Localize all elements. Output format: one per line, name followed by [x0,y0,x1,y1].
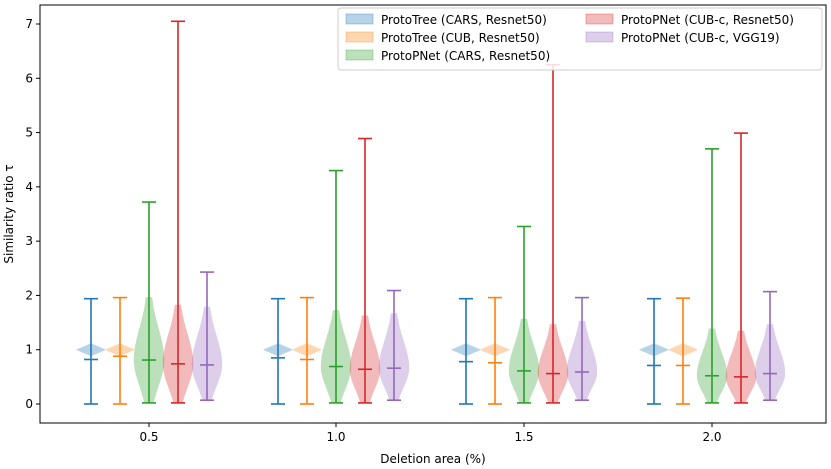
y-tick-label: 1 [25,343,33,357]
violin-1-1 [292,296,322,405]
violin-0-2 [451,297,481,405]
x-axis-label: Deletion area (%) [380,452,485,466]
legend-swatch [345,31,374,43]
violin-0-0 [76,297,106,405]
y-axis-label: Similarity ratio τ [2,164,16,263]
violin-3-0 [162,20,194,404]
x-tick-label: 2.0 [702,430,721,444]
legend-item[interactable]: ProtoPNet (CARS, Resnet50) [345,49,550,63]
plot-area [76,20,786,405]
violin-4-0 [191,271,223,402]
legend-frame [337,7,823,71]
violin-0-1 [263,297,293,405]
legend-label: ProtoPNet (CUB-c, Resnet50) [621,13,794,27]
x-tick-label: 1.5 [514,430,533,444]
legend-label: ProtoTree (CUB, Resnet50) [381,31,540,45]
y-tick-label: 6 [25,71,33,85]
violin-1-2 [480,296,510,405]
legend-label: ProtoPNet (CUB-c, VGG19) [621,31,780,45]
legend[interactable]: ProtoTree (CARS, Resnet50) ProtoTree (CUB… [337,7,823,71]
violin-0-3 [639,297,669,405]
violin-1-3 [668,297,698,405]
violin-1-0 [105,296,135,405]
violin-3-1 [349,137,381,404]
violin-3-2 [537,63,569,404]
violin-4-1 [378,289,410,402]
axes: 0 1 2 3 4 5 6 7 0.5 1.0 1.5 2.0 [25,17,721,444]
legend-swatch [585,13,614,25]
y-tick-label: 7 [25,17,33,31]
x-tick-label: 1.0 [326,430,345,444]
legend-label: ProtoPNet (CARS, Resnet50) [381,49,550,63]
y-tick-label: 4 [25,180,33,194]
y-tick-label: 5 [25,126,33,140]
violin-2-2 [508,225,540,404]
axes-frame [39,4,827,424]
legend-item[interactable]: ProtoTree (CUB, Resnet50) [345,31,540,45]
x-tick-label: 0.5 [139,430,158,444]
legend-item[interactable]: ProtoPNet (CUB-c, VGG19) [585,31,780,45]
legend-swatch [585,31,614,43]
y-tick-label: 2 [25,288,33,302]
violin-2-0 [133,201,165,404]
legend-item[interactable]: ProtoTree (CARS, Resnet50) [345,13,547,27]
violin-2-1 [320,169,352,404]
violin-3-3 [725,132,757,404]
y-tick-label: 3 [25,234,33,248]
legend-swatch [345,13,374,25]
legend-item[interactable]: ProtoPNet (CUB-c, Resnet50) [585,13,794,27]
violin-4-2 [566,296,598,402]
violin-4-3 [754,290,786,402]
y-tick-label: 0 [25,397,33,411]
legend-swatch [345,49,374,61]
violin-2-3 [696,148,728,404]
legend-label: ProtoTree (CARS, Resnet50) [381,13,547,27]
